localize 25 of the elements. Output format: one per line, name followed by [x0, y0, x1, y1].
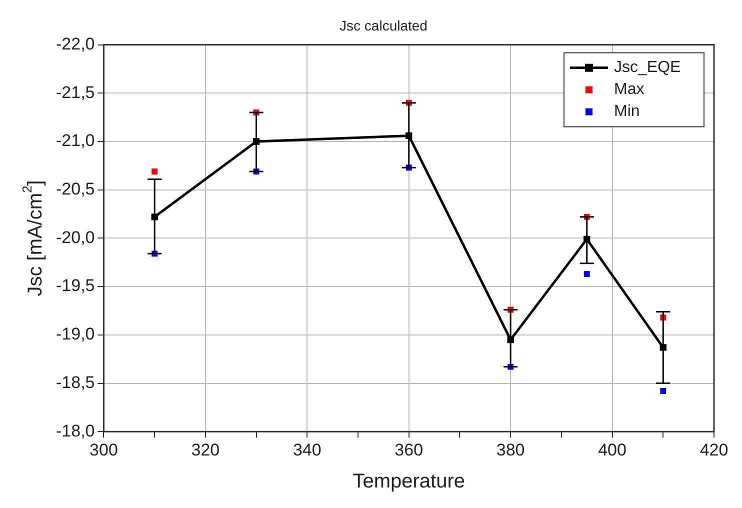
chart-title: Jsc calculated: [340, 17, 428, 34]
legend-label: Jsc_EQE: [614, 59, 681, 76]
point: [152, 168, 158, 174]
x-tick-label: 300: [90, 440, 118, 460]
point: [584, 271, 590, 277]
y-tick-label: -21,0: [56, 131, 95, 150]
y-tick-label: -21,5: [56, 82, 95, 102]
x-tick-label: 400: [598, 440, 626, 460]
legend-label: Min: [614, 103, 640, 120]
x-tick-label: 360: [394, 440, 424, 460]
y-tick-label: -18,0: [56, 421, 95, 440]
y-tick-label: -22,0: [56, 34, 95, 54]
x-tick-label: 340: [292, 440, 322, 460]
y-tick-label: -20,0: [56, 228, 95, 247]
y-tick-label: -20,5: [56, 180, 95, 199]
y-tick-label: -19,0: [56, 324, 95, 344]
y-tick-label: -19,5: [56, 276, 95, 296]
point: [660, 388, 666, 394]
x-tick-label: 380: [496, 440, 525, 460]
legend-label: Max: [614, 81, 644, 98]
x-tick-label: 420: [700, 440, 728, 460]
x-axis-title: Temperature: [352, 470, 466, 493]
y-axis-title: Jsc [mA/cm2]: [20, 180, 47, 296]
y-tick-label: -18,5: [56, 372, 95, 392]
x-tick-label: 320: [191, 440, 220, 460]
